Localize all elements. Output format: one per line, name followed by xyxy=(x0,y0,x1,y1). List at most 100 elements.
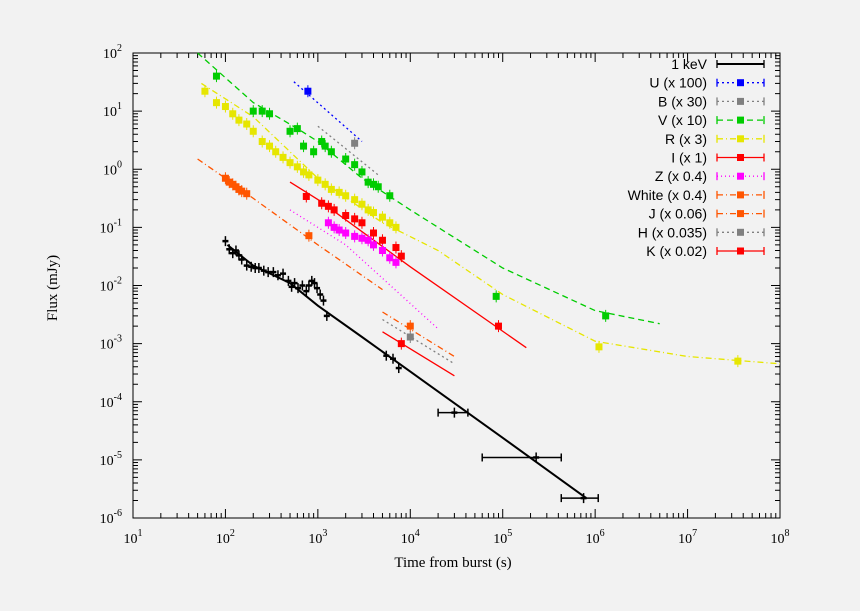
legend-entry: V (x 10) xyxy=(658,112,765,128)
data-point xyxy=(310,148,318,156)
data-point xyxy=(330,206,338,214)
legend-swatch-marker xyxy=(737,154,744,161)
x-tick-labels: 101 102 103 104 105 106 107 108 xyxy=(124,528,790,547)
data-point xyxy=(321,142,329,150)
data-point xyxy=(305,171,313,179)
legend-label: B (x 30) xyxy=(658,93,707,109)
legend-entry: J (x 0.06) xyxy=(649,206,765,222)
legend-entry: B (x 30) xyxy=(658,93,765,109)
data-point xyxy=(734,357,742,365)
data-point xyxy=(212,72,220,80)
data-point xyxy=(364,236,372,244)
data-point xyxy=(324,202,332,210)
legend-entry: R (x 3) xyxy=(665,131,765,147)
data-point xyxy=(392,258,400,266)
x-tick-label: 104 xyxy=(401,528,420,547)
x-tick-label: 101 xyxy=(124,528,143,547)
data-point xyxy=(392,244,400,252)
data-point xyxy=(318,199,326,207)
data-point xyxy=(342,212,350,220)
data-point xyxy=(266,142,274,150)
data-point xyxy=(595,343,603,351)
data-point xyxy=(351,215,359,223)
data-point xyxy=(221,103,229,111)
data-point xyxy=(370,209,378,217)
fit-line xyxy=(289,181,527,349)
data-point xyxy=(378,247,386,255)
legend-label: U (x 100) xyxy=(649,75,707,91)
legend-label: Z (x 0.4) xyxy=(655,168,707,184)
data-point xyxy=(342,155,350,163)
data-point xyxy=(492,292,500,300)
data-point xyxy=(370,180,378,188)
y-tick-label: 10-4 xyxy=(100,392,122,411)
legend-entry: I (x 1) xyxy=(671,150,765,166)
legend-swatch-marker xyxy=(737,247,744,255)
y-tick-label: 10-2 xyxy=(100,276,122,295)
y-tick-label: 102 xyxy=(103,43,122,62)
data-point xyxy=(358,219,366,227)
data-point xyxy=(364,178,372,186)
fit-line xyxy=(382,331,455,377)
fit-line xyxy=(226,244,587,499)
y-tick-label: 10-3 xyxy=(100,334,122,353)
legend-entry: White (x 0.4) xyxy=(628,187,765,203)
data-point xyxy=(406,322,414,330)
data-point xyxy=(602,312,610,320)
data-point xyxy=(293,125,301,133)
legend-swatch-marker xyxy=(737,79,744,87)
data-point xyxy=(249,107,257,115)
data-points xyxy=(201,70,742,504)
data-point xyxy=(302,192,310,200)
data-point xyxy=(374,183,382,191)
data-point xyxy=(330,223,338,231)
data-point xyxy=(286,127,294,135)
data-point xyxy=(249,127,257,135)
data-point xyxy=(314,176,322,184)
data-point xyxy=(243,190,251,198)
data-point xyxy=(293,163,301,171)
data-point xyxy=(300,168,308,176)
fit-line xyxy=(317,125,379,176)
x-tick-label: 108 xyxy=(771,528,790,547)
data-point xyxy=(397,252,405,260)
y-tick-label: 10-1 xyxy=(100,217,122,236)
data-point xyxy=(304,87,312,95)
data-point xyxy=(406,333,414,341)
data-point xyxy=(258,107,266,115)
data-point xyxy=(364,206,372,214)
data-point xyxy=(351,232,359,240)
legend-swatch-marker xyxy=(737,228,744,236)
y-tick-label: 10-6 xyxy=(100,508,122,527)
data-point xyxy=(351,161,359,169)
data-point xyxy=(494,322,502,330)
y-tick-label: 100 xyxy=(103,159,122,178)
legend-entry: H (x 0.035) xyxy=(638,224,765,240)
legend-swatch-marker xyxy=(737,210,744,218)
data-point xyxy=(386,219,394,227)
legend-swatch-marker xyxy=(737,172,744,180)
legend-label: I (x 1) xyxy=(671,150,707,166)
fit-line xyxy=(201,82,781,365)
data-point xyxy=(266,110,274,118)
legend-label: V (x 10) xyxy=(658,112,707,128)
data-point xyxy=(378,236,386,244)
data-point xyxy=(342,229,350,237)
legend-entry: K (x 0.02) xyxy=(646,243,765,259)
data-point xyxy=(335,188,343,196)
legend-label: 1 keV xyxy=(671,56,707,72)
data-point xyxy=(201,87,209,95)
data-point xyxy=(324,219,332,227)
legend-swatch-marker xyxy=(737,97,744,105)
x-tick-label: 106 xyxy=(586,528,605,547)
data-point xyxy=(279,153,287,161)
data-point xyxy=(305,232,313,240)
fit-line xyxy=(197,158,383,291)
fit-line xyxy=(289,209,439,330)
y-tick-labels: 102 101 100 10-1 10-2 10-3 10-4 10-5 10-6 xyxy=(100,43,122,527)
data-point xyxy=(386,192,394,200)
legend-swatch-marker xyxy=(737,135,744,143)
axis-ticks xyxy=(132,52,781,519)
y-tick-label: 10-5 xyxy=(100,450,122,469)
legend: 1 keV U (x 100) B (x 30) V (x 10) R (x 3) I (… xyxy=(628,56,765,259)
